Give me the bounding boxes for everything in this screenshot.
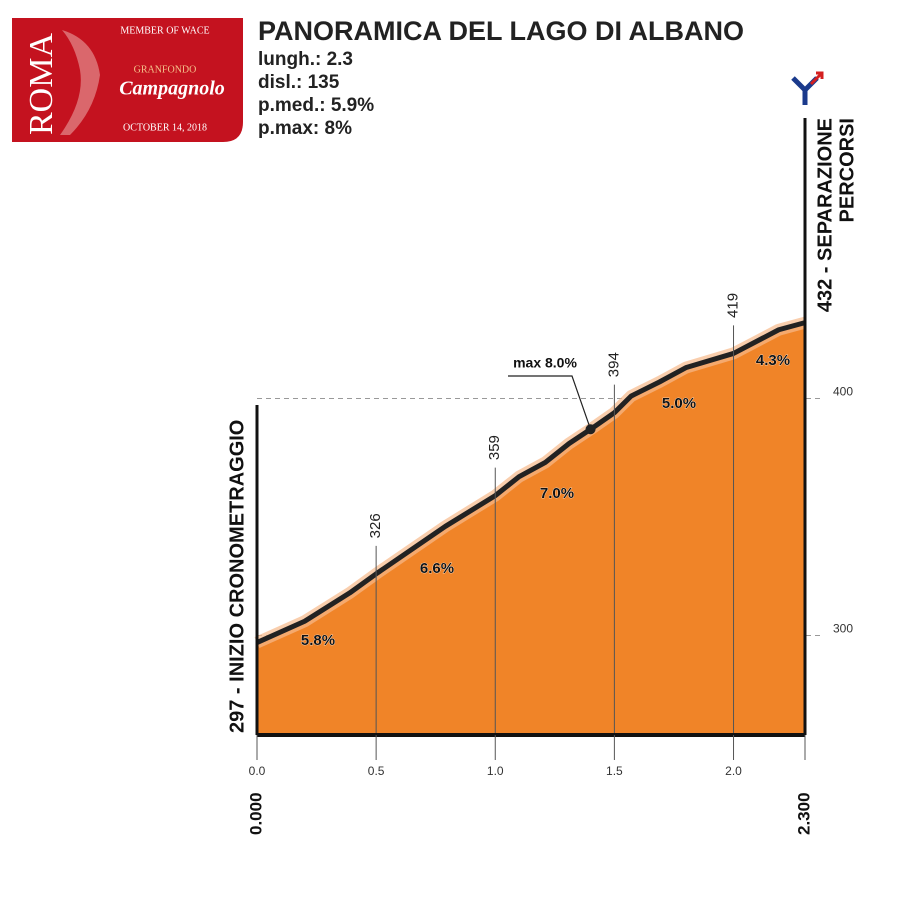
logo-event: GRANFONDO: [134, 64, 197, 75]
logo: ROMA MEMBER OF WACE GRANFONDO Campagnolo…: [12, 18, 243, 142]
km-label: 0.000: [246, 792, 265, 835]
logo-date: OCTOBER 14, 2018: [123, 122, 207, 133]
max-leader: [508, 375, 592, 430]
gradient-label: 5.0%: [662, 395, 696, 412]
end-label: PERCORSI: [836, 118, 858, 222]
gradient-label: 5.8%: [301, 632, 335, 649]
max-point: [585, 424, 596, 435]
elevation-label: 419: [724, 293, 741, 318]
x-tick-label: 0.5: [368, 764, 385, 778]
logo-background: [12, 18, 243, 142]
elevation-label: 394: [605, 352, 622, 377]
stat-line: p.med.: 5.9%: [258, 95, 374, 116]
max-label: max 8.0%: [513, 355, 577, 371]
x-tick-label: 0.0: [249, 764, 266, 778]
stat-line: lungh.: 2.3: [258, 49, 353, 70]
start-label: 297 - INIZIO CRONOMETRAGGIO: [226, 420, 248, 733]
gradient-label: 6.6%: [420, 560, 454, 577]
split-icon-arrow-red: [809, 71, 824, 86]
gradient-label: 7.0%: [540, 485, 574, 502]
logo-member: MEMBER OF WACE: [120, 25, 209, 36]
x-tick-label: 1.0: [487, 764, 504, 778]
elevation-label: 359: [486, 435, 503, 460]
logo-figure: [60, 30, 100, 135]
km-label: 2.300: [794, 792, 813, 835]
elevation-label: 326: [367, 513, 384, 538]
chart-title: PANORAMICA DEL LAGO DI ALBANO: [258, 16, 744, 46]
y-tick-label: 400: [833, 385, 853, 399]
profile-line: [255, 320, 806, 645]
logo-city: ROMA: [23, 33, 60, 135]
stat-line: p.max: 8%: [258, 118, 352, 139]
x-tick-label: 1.5: [606, 764, 623, 778]
gradient-label: 4.3%: [756, 352, 790, 369]
profile-area: [257, 322, 805, 735]
end-label: 432 - SEPARAZIONE: [814, 118, 836, 312]
y-tick-label: 300: [833, 622, 853, 636]
split-icon: [791, 71, 824, 105]
logo-brand: Campagnolo: [119, 78, 225, 100]
stat-line: disl.: 135: [258, 72, 340, 93]
x-tick-label: 2.0: [725, 764, 742, 778]
